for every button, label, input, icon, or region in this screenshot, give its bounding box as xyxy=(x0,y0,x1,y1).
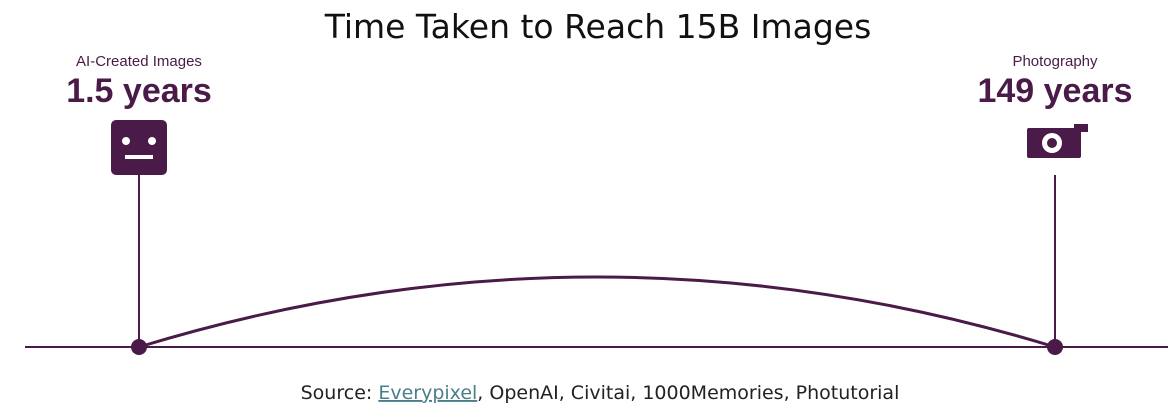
source-link[interactable]: Everypixel xyxy=(378,382,477,404)
robot-icon xyxy=(111,120,167,175)
source: Source: Everypixel, OpenAI, Civitai, 100… xyxy=(301,382,900,404)
item-value: 1.5 years xyxy=(66,72,212,110)
item-label: Photography xyxy=(1012,53,1098,70)
dot xyxy=(1047,339,1063,355)
dot xyxy=(131,339,147,355)
item-label: AI-Created Images xyxy=(76,53,202,70)
title: Time Taken to Reach 15B Images xyxy=(324,7,872,46)
source-prefix: Source: xyxy=(301,382,379,404)
item-value: 149 years xyxy=(977,72,1132,110)
camera-icon xyxy=(1027,124,1088,158)
source-rest: , OpenAI, Civitai, 1000Memories, Photuto… xyxy=(477,382,899,404)
arc xyxy=(138,275,1056,349)
